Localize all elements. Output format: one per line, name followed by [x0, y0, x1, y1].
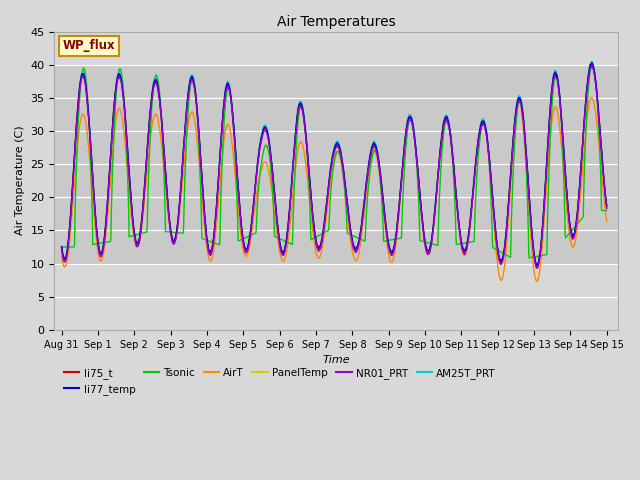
Legend: li75_t, li77_temp, Tsonic, AirT, PanelTemp, NR01_PRT, AM25T_PRT: li75_t, li77_temp, Tsonic, AirT, PanelTe… [60, 364, 500, 399]
Title: Air Temperatures: Air Temperatures [276, 15, 396, 29]
X-axis label: Time: Time [322, 355, 350, 365]
Y-axis label: Air Temperature (C): Air Temperature (C) [15, 126, 25, 236]
Text: WP_flux: WP_flux [63, 39, 115, 52]
Bar [54, 65, 618, 264]
